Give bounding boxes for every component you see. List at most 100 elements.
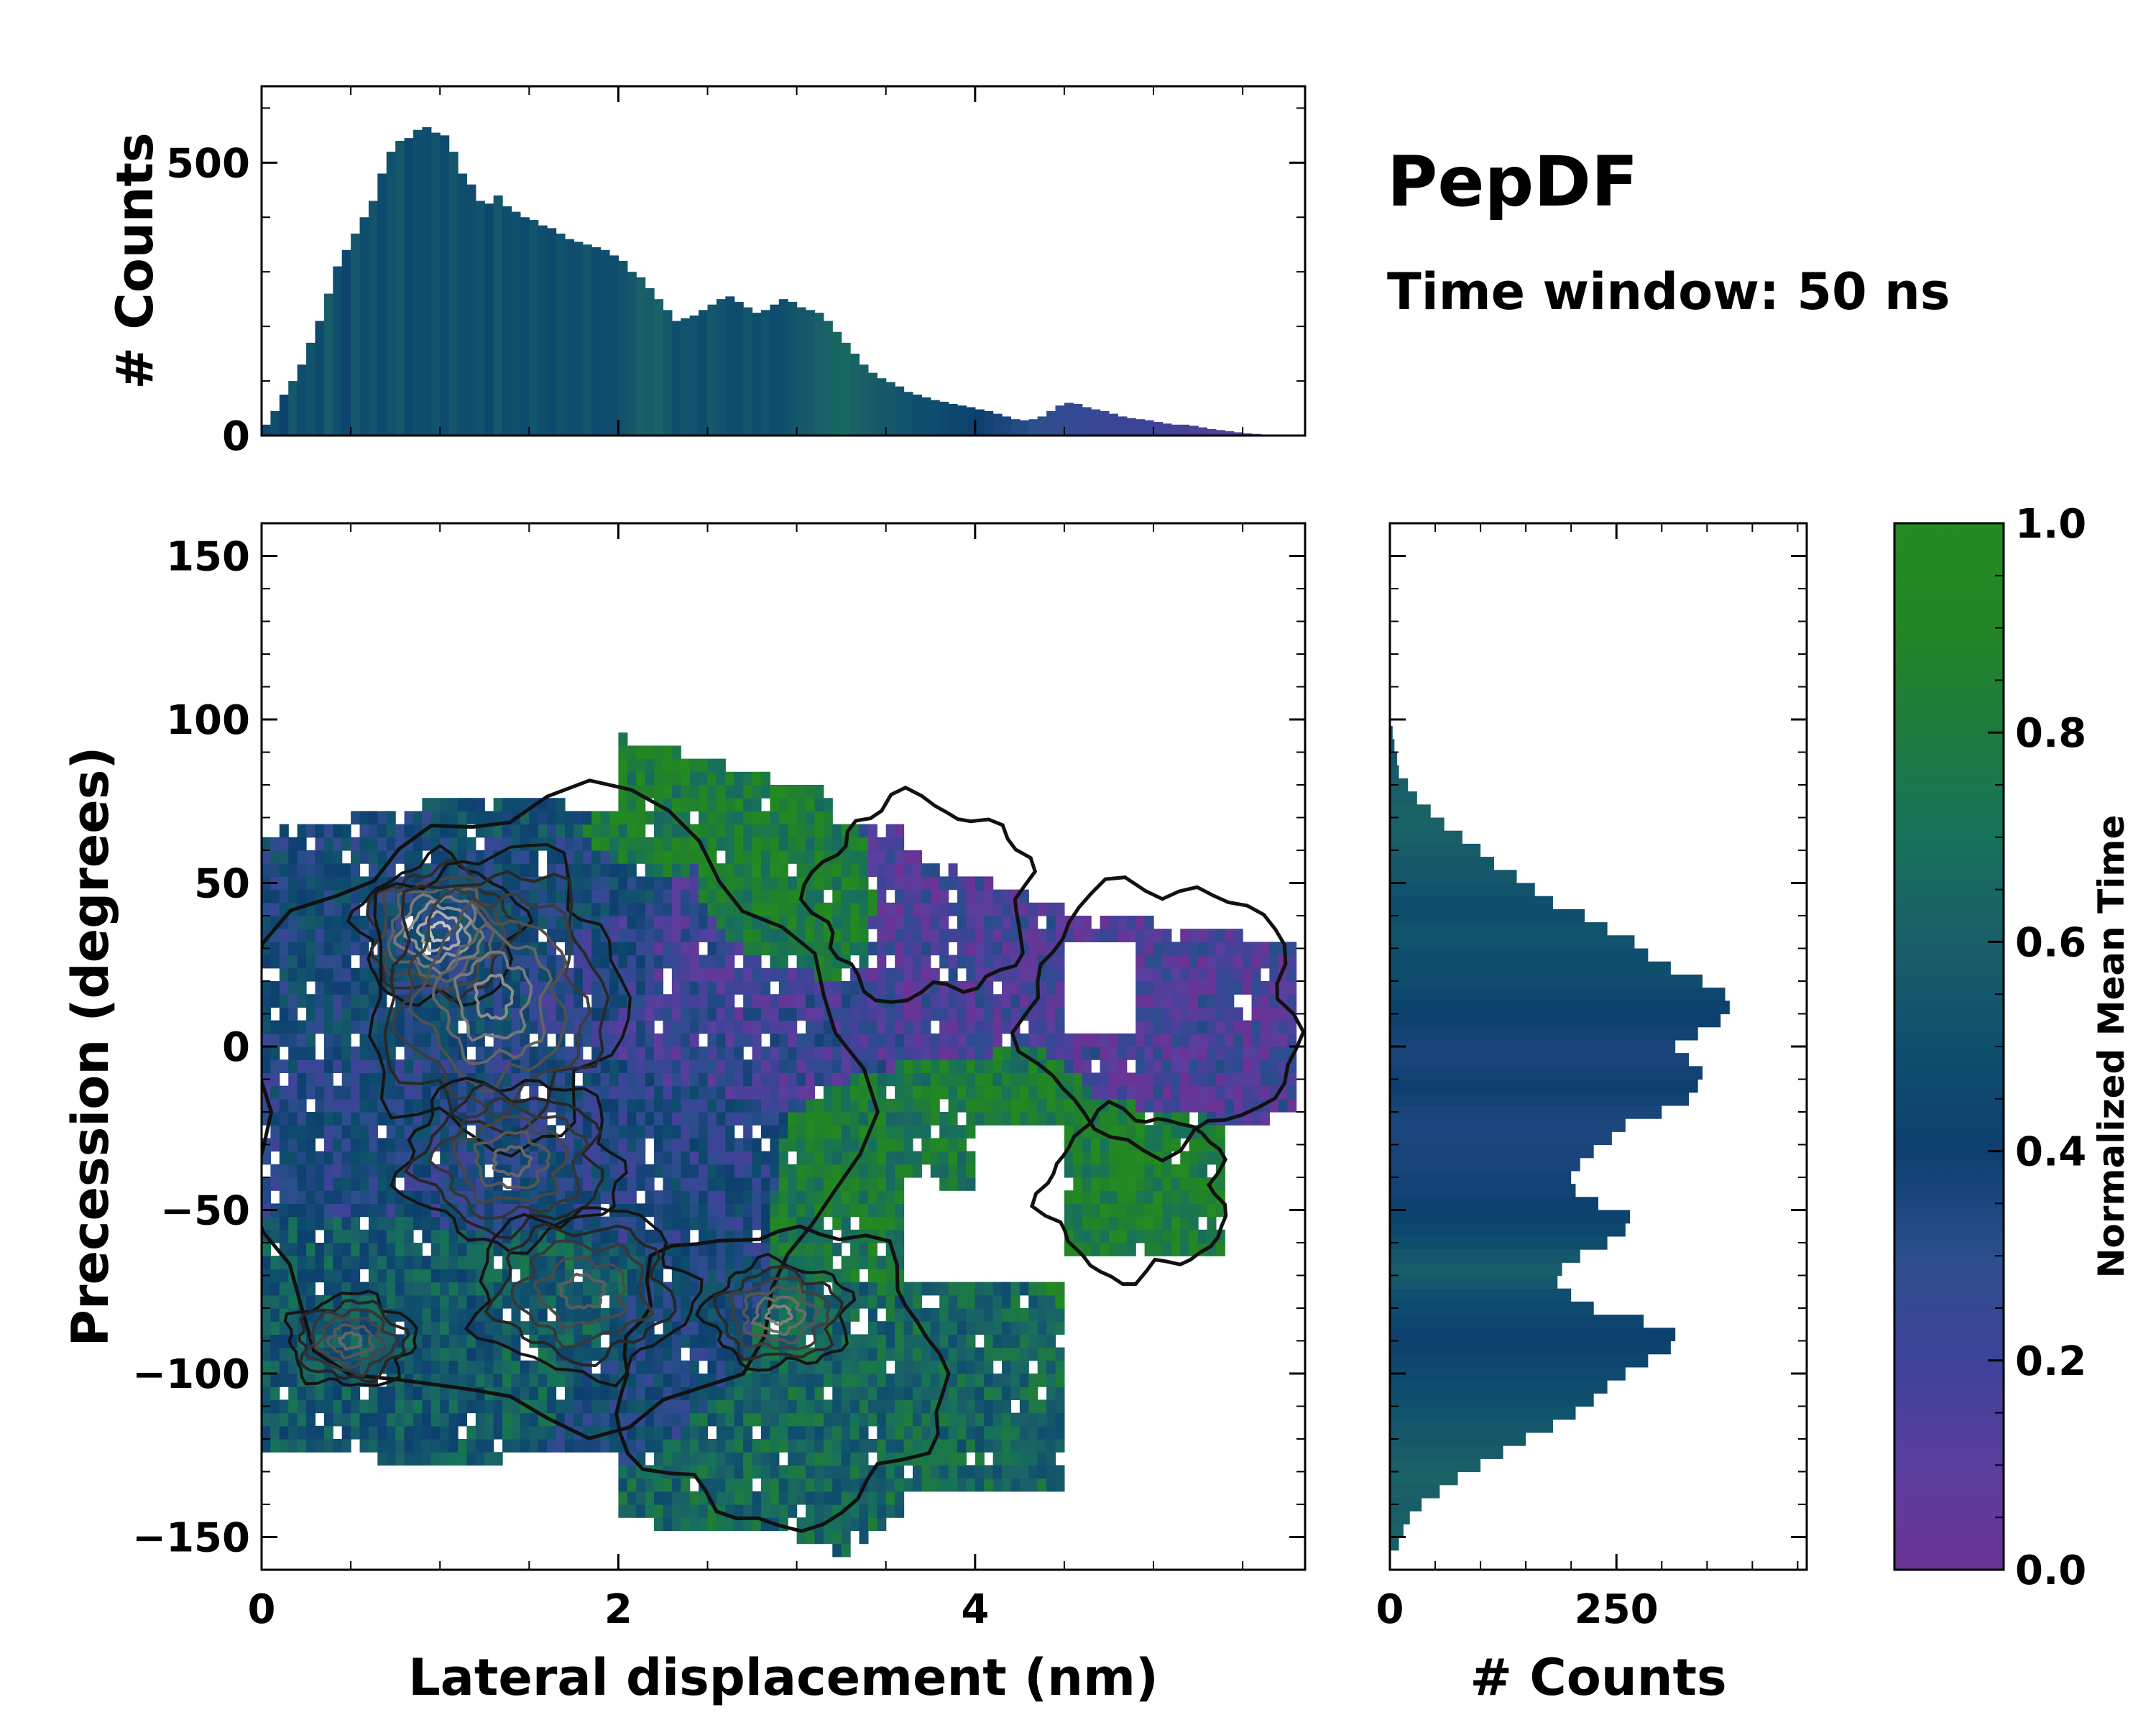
heatmap-cell: [806, 1046, 816, 1060]
heatmap-cell: [725, 1517, 735, 1531]
heatmap-cell: [1189, 1216, 1199, 1230]
heatmap-cell: [760, 1425, 770, 1440]
heatmap-cell: [1002, 1072, 1012, 1087]
heatmap-cell: [422, 1452, 432, 1466]
heatmap-cell: [288, 1425, 298, 1440]
heatmap-cell: [788, 1425, 798, 1440]
heatmap-cell: [778, 1098, 788, 1113]
heatmap-cell: [1010, 1294, 1021, 1309]
heatmap-cell: [395, 1216, 405, 1230]
heatmap-cell: [1118, 1229, 1128, 1243]
heatmap-cell: [573, 1308, 584, 1322]
heatmap-cell: [806, 1098, 816, 1113]
heatmap-cell: [895, 1098, 905, 1113]
heatmap-cell: [681, 1085, 691, 1100]
heatmap-cell: [315, 1256, 325, 1269]
heatmap-cell: [609, 1229, 619, 1243]
heatmap-cell: [440, 1425, 450, 1440]
heatmap-cell: [1162, 1125, 1172, 1138]
heatmap-cell: [654, 1216, 664, 1230]
heatmap-cell: [975, 1478, 985, 1492]
heatmap-cell: [430, 1439, 441, 1453]
heatmap-cell: [1002, 902, 1012, 916]
heatmap-cell: [921, 1098, 931, 1113]
heatmap-cell: [1243, 954, 1253, 969]
heatmap-cell: [1207, 981, 1217, 995]
heatmap-cell: [306, 1229, 316, 1243]
heatmap-cell: [912, 863, 922, 877]
heatmap-cell: [333, 1151, 343, 1165]
heatmap-cell: [618, 758, 628, 773]
heatmap-cell: [636, 1425, 646, 1440]
heatmap-cell: [663, 1020, 673, 1034]
heatmap-cell: [430, 1399, 441, 1414]
heatmap-cell: [279, 1399, 289, 1414]
heatmap-cell: [618, 837, 628, 851]
heatmap-cell: [1135, 1229, 1146, 1243]
heatmap-cell: [957, 1294, 967, 1309]
heatmap-cell: [1108, 1059, 1118, 1073]
heatmap-cell: [984, 929, 994, 942]
heatmap-cell: [681, 1282, 691, 1296]
heatmap-cell: [725, 1177, 735, 1191]
heatmap-cell: [636, 1138, 646, 1152]
heatmap-cell: [966, 1072, 976, 1087]
heatmap-cell: [859, 1112, 869, 1126]
heatmap-cell: [699, 1374, 709, 1387]
heatmap-cell: [859, 1256, 869, 1269]
heatmap-cell: [850, 1203, 860, 1218]
heatmap-cell: [413, 1033, 423, 1047]
heatmap-cell: [832, 1374, 842, 1387]
heatmap-cell: [1046, 1347, 1056, 1361]
heatmap-cell: [493, 1425, 503, 1440]
heatmap-cell: [1153, 1125, 1164, 1138]
heatmap-cell: [885, 1504, 895, 1518]
heatmap-cell: [654, 1007, 664, 1021]
heatmap-cell: [591, 1033, 602, 1047]
heatmap-cell: [538, 1439, 548, 1453]
heatmap-cell: [341, 1125, 351, 1138]
heatmap-cell: [1002, 1478, 1012, 1492]
heatmap-cell: [556, 981, 566, 995]
heatmap-cell: [297, 1190, 307, 1204]
heatmap-cell: [609, 1072, 619, 1087]
heatmap-cell: [895, 889, 905, 903]
heatmap-cell: [877, 1059, 887, 1073]
heatmap-cell: [279, 942, 289, 956]
heatmap-cell: [404, 1177, 414, 1191]
heatmap-cell: [262, 1046, 272, 1060]
heatmap-cell: [430, 1243, 441, 1256]
heatmap-cell: [806, 1164, 816, 1178]
heatmap-cell: [796, 1190, 806, 1204]
heatmap-cell: [984, 1294, 994, 1309]
heatmap-cell: [582, 889, 592, 903]
heatmap-cell: [752, 994, 762, 1008]
heatmap-cell: [315, 1269, 325, 1283]
heatmap-cell: [1037, 1321, 1047, 1335]
heatmap-cell: [359, 1138, 369, 1152]
heatmap-cell: [270, 1321, 280, 1335]
heatmap-cell: [262, 1216, 272, 1230]
density-contour: [452, 1115, 570, 1205]
heatmap-cell: [930, 1386, 940, 1400]
heatmap-cell: [895, 967, 905, 982]
heatmap-cell: [395, 1256, 405, 1269]
heatmap-cell: [359, 1072, 369, 1087]
heatmap-cell: [903, 916, 913, 929]
heatmap-cell: [832, 1098, 842, 1113]
heatmap-cell: [885, 1256, 895, 1269]
heatmap-cell: [1055, 1020, 1065, 1034]
heatmap-cell: [806, 1059, 816, 1073]
heatmap-cell: [1153, 994, 1164, 1008]
heatmap-cell: [823, 1360, 833, 1374]
heatmap-cell: [288, 1151, 298, 1165]
heatmap-cell: [645, 1059, 655, 1073]
heatmap-cell: [689, 1059, 699, 1073]
heatmap-cell: [1037, 1465, 1047, 1479]
heatmap-cell: [1233, 1007, 1243, 1021]
heatmap-cell: [341, 876, 351, 891]
heatmap-cell: [689, 954, 699, 969]
heatmap-cell: [1028, 1308, 1038, 1322]
heatmap-cell: [636, 1033, 646, 1047]
heatmap-cell: [689, 785, 699, 799]
